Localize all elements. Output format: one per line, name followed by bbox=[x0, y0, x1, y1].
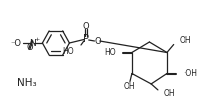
Text: +: + bbox=[34, 37, 39, 42]
Text: OH: OH bbox=[164, 89, 175, 98]
Text: NH₃: NH₃ bbox=[17, 78, 37, 88]
Text: O: O bbox=[95, 37, 101, 45]
Text: ⁻O: ⁻O bbox=[11, 39, 22, 47]
Text: N: N bbox=[29, 39, 36, 47]
Text: OH: OH bbox=[123, 82, 135, 91]
Text: O: O bbox=[83, 22, 90, 30]
Text: P: P bbox=[83, 34, 89, 44]
Text: OH: OH bbox=[179, 36, 191, 45]
Text: HO: HO bbox=[104, 48, 115, 57]
Text: HO: HO bbox=[63, 46, 74, 56]
Text: ·OH: ·OH bbox=[183, 69, 197, 78]
Text: O: O bbox=[26, 43, 33, 52]
